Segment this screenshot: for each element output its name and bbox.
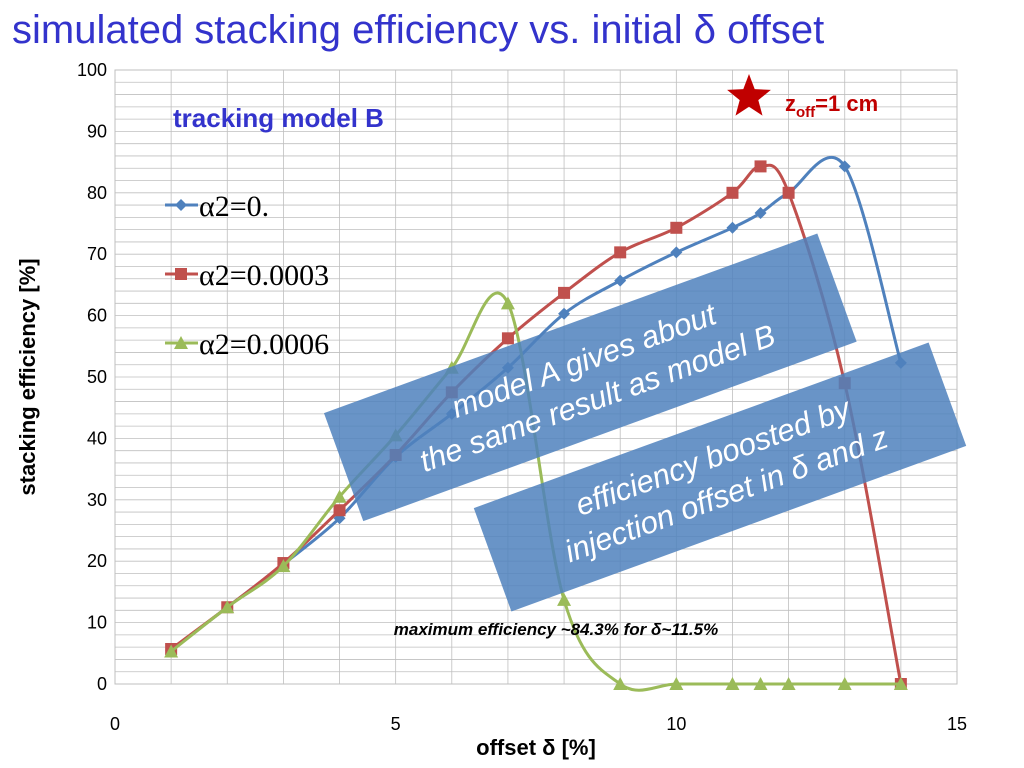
y-axis-title: stacking efficiency [%] [15,258,40,495]
y-tick-label: 70 [87,244,107,264]
data-point [558,307,571,320]
model-label: tracking model B [173,103,384,133]
x-tick-label: 15 [947,714,967,734]
data-point [893,677,908,690]
legend-marker [175,268,187,280]
star-icon [727,74,771,116]
data-point [333,504,346,517]
data-point [782,186,795,199]
x-tick-label: 0 [110,714,120,734]
axis-ticks: 0 10 20 30 40 50 60 70 80 90 100 0 5 10 15 [77,60,967,734]
x-tick-label: 5 [391,714,401,734]
data-point [613,677,628,690]
data-point [164,644,179,658]
zoff-subscript: off [796,104,816,121]
data-point [501,332,514,345]
y-tick-label: 10 [87,613,107,633]
data-point [754,207,767,220]
data-point [725,677,740,690]
y-tick-label: 0 [97,674,107,694]
data-point [276,559,291,573]
data-point [557,592,572,606]
legend: α2=0. α2=0.0003 α2=0.0006 [165,190,329,361]
slide-title: simulated stacking efficiency vs. initia… [12,8,825,52]
legend-label: α2=0.0003 [199,259,329,292]
y-tick-label: 30 [87,490,107,510]
data-point [669,677,684,690]
zoff-suffix: =1 cm [815,91,878,116]
legend-marker [175,199,187,211]
data-point [332,489,347,503]
data-point [614,274,627,287]
data-point [614,246,627,259]
y-tick-label: 100 [77,60,107,80]
y-tick-label: 50 [87,367,107,387]
note-box-boost-bg [473,342,967,612]
data-point [500,296,515,310]
data-point [754,160,767,173]
data-point [220,600,235,614]
y-tick-label: 40 [87,428,107,448]
y-tick-label: 60 [87,306,107,326]
data-point [838,160,851,173]
legend-marker [174,336,188,349]
x-axis-title: offset δ [%] [476,735,596,760]
zoff-prefix: z [785,91,796,116]
legend-label: α2=0. [199,190,269,223]
data-point [558,286,571,299]
data-point [726,221,739,234]
y-tick-label: 90 [87,121,107,141]
y-tick-label: 80 [87,183,107,203]
data-point [726,186,739,199]
legend-label: α2=0.0006 [199,328,329,361]
data-point [781,677,796,690]
data-point [670,221,683,234]
data-point [837,677,852,690]
y-tick-label: 20 [87,551,107,571]
max-efficiency-note: maximum efficiency ~84.3% for δ~11.5% [394,620,718,639]
data-point [670,246,683,259]
data-point [753,677,768,690]
zoff-label: zoff=1 cm [785,91,878,121]
note-box-model-a-bg [323,233,857,522]
x-tick-label: 10 [666,714,686,734]
